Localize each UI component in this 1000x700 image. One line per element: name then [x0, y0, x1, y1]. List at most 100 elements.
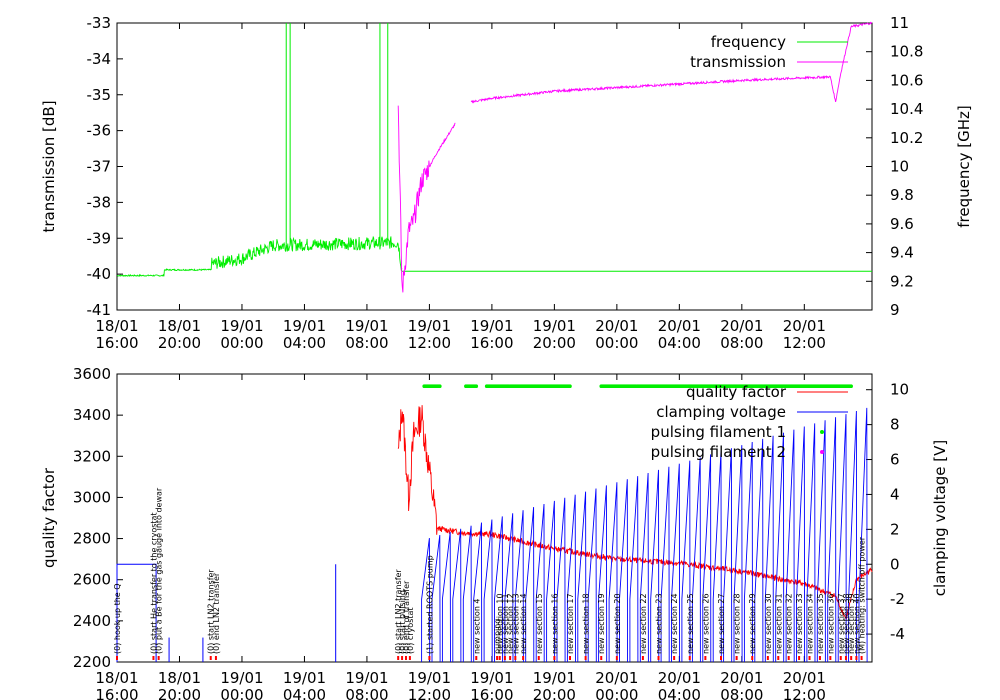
- y-left-tick-label: -34: [87, 50, 112, 68]
- clamping-voltage-sawtooth: [598, 485, 608, 663]
- x-tick-label: 19/01 20:00: [533, 317, 576, 352]
- annotation-label: new section 35: [816, 593, 825, 654]
- x-tick-label: 18/01 16:00: [95, 317, 138, 352]
- clamping-voltage-sawtooth: [764, 435, 774, 663]
- y-right-tick-label: 10: [890, 381, 909, 399]
- clamping-voltage-sawtooth: [712, 451, 722, 663]
- x-tick-label: 19/01 04:00: [283, 317, 326, 352]
- annotation-label: (0) end LN2 transfer: [212, 572, 221, 654]
- legend-pulsing-filament-2: pulsing filament 2: [651, 443, 786, 461]
- legend-quality-factor: quality factor: [686, 383, 787, 401]
- clamping-voltage-sawtooth: [441, 531, 451, 663]
- x-tick-label: 19/01 00:00: [220, 317, 263, 352]
- clamping-voltage-sawtooth: [535, 503, 545, 663]
- pulsing-filament-1-point: [474, 384, 479, 389]
- x-tick-label: 19/01 08:00: [345, 317, 388, 352]
- annotation-label: new section 39: [847, 593, 856, 654]
- y-left-tick-label: -36: [87, 122, 112, 140]
- annotation-marker: [641, 656, 644, 660]
- clamping-voltage-sawtooth: [494, 516, 504, 663]
- x-tick-label: 19/01 16:00: [470, 669, 513, 700]
- clamping-voltage-sawtooth: [629, 476, 639, 663]
- y-right-axis-label: clamping voltage [V]: [931, 440, 949, 596]
- annotation-marker: [600, 656, 603, 660]
- clamping-voltage-sawtooth: [525, 507, 535, 663]
- y-left-tick-label: 2400: [73, 612, 111, 630]
- top-panel: 18/01 16:00 18/01 20:00 19/01 00:00 19/01 04:00…: [40, 14, 973, 352]
- y-left-tick-label: 3600: [73, 365, 111, 383]
- pulsing-filament-1-point: [568, 384, 572, 389]
- annotation-label: new section 24: [670, 593, 679, 654]
- clamping-voltage-sawtooth: [566, 494, 576, 663]
- y-right-tick-label: 9: [890, 301, 900, 319]
- y-right-tick-label: 9.2: [890, 272, 914, 290]
- annotation-marker: [818, 656, 821, 660]
- clamping-voltage-sawtooth: [702, 454, 712, 663]
- x-tick-label: 19/01 16:00: [470, 317, 513, 352]
- y-right-tick-label: 0: [890, 555, 900, 573]
- annotation-marker: [428, 656, 431, 660]
- annotation-marker: [839, 656, 842, 660]
- x-tick-label: 20/01 12:00: [783, 317, 826, 352]
- y-left-tick-label: 2800: [73, 530, 111, 548]
- y-right-tick-label: 10.4: [890, 100, 923, 118]
- annotation-label: new section 27: [717, 593, 726, 654]
- annotation-marker: [152, 656, 155, 660]
- clamping-voltage-sawtooth: [587, 488, 597, 663]
- annotation-marker: [209, 656, 212, 660]
- y-right-tick-label: 6: [890, 451, 900, 469]
- clamping-voltage-sawtooth: [671, 463, 681, 663]
- y-right-tick-label: -2: [890, 590, 905, 608]
- annotation-marker: [116, 656, 118, 660]
- x-tick-label: 20/01 00:00: [595, 317, 638, 352]
- annotation-label: new section 32: [785, 593, 794, 654]
- y-right-tick-label: 9.4: [890, 244, 914, 262]
- annotation-marker: [498, 656, 501, 660]
- annotation-marker: [615, 656, 618, 660]
- annotation-marker: [503, 656, 506, 660]
- y-left-tick-label: 3200: [73, 447, 111, 465]
- annotation-label: new section 20: [613, 593, 622, 654]
- annotation-label: new section 23: [655, 593, 664, 654]
- x-tick-label: 19/01 08:00: [345, 669, 388, 700]
- clamping-voltage-sawtooth: [483, 519, 493, 663]
- y-left-tick-label: -40: [87, 265, 112, 283]
- x-tick-label: 18/01 16:00: [95, 669, 138, 700]
- y-left-tick-label: -38: [87, 193, 112, 211]
- annotation-marker: [829, 656, 832, 660]
- clamping-voltage-sawtooth: [723, 448, 733, 663]
- clamping-voltage-sawtooth: [504, 513, 514, 663]
- pulsing-filament-1-point: [438, 384, 442, 389]
- y-left-tick-label: -41: [87, 301, 112, 319]
- y-right-tick-label: 11: [890, 14, 909, 32]
- annotation-label: new section 30: [764, 593, 773, 654]
- annotation-label: (0) start LN2 transfer: [207, 569, 216, 654]
- annotation-marker: [860, 656, 863, 660]
- clamping-voltage-sawtooth: [796, 426, 806, 663]
- clamping-voltage-sawtooth: [639, 472, 649, 663]
- clamping-voltage-sawtooth: [743, 441, 753, 663]
- clamping-voltage-sawtooth: [577, 491, 587, 663]
- annotation-label: new section 16: [550, 593, 559, 654]
- x-tick-label: 20/01 08:00: [720, 317, 763, 352]
- annotation-marker: [798, 656, 801, 660]
- bottom-panel: 18/01 16:00 18/01 20:00 19/01 00:00 19/01 04:00…: [40, 365, 949, 700]
- legend-transmission: transmission: [690, 53, 786, 71]
- annotation-marker: [735, 656, 738, 660]
- clamping-voltage-sawtooth: [546, 500, 556, 663]
- x-tick-label: 18/01 20:00: [158, 317, 201, 352]
- annotation-marker: [777, 656, 780, 660]
- annotation-label: new section 4: [472, 598, 481, 654]
- y-right-tick-label: 2: [890, 520, 900, 538]
- annotation-marker: [673, 656, 676, 660]
- clamping-voltage-sawtooth: [619, 479, 628, 663]
- annotation-marker: [514, 656, 517, 660]
- annotation-label: new section 29: [748, 593, 757, 654]
- annotation-label: new section 14: [519, 593, 528, 654]
- x-tick-label: 20/01 08:00: [720, 669, 763, 700]
- annotation-marker: [855, 656, 858, 660]
- y-right-tick-label: 10.2: [890, 129, 923, 147]
- y-left-tick-label: 3000: [73, 488, 111, 506]
- clamping-voltage-sawtooth: [848, 410, 858, 663]
